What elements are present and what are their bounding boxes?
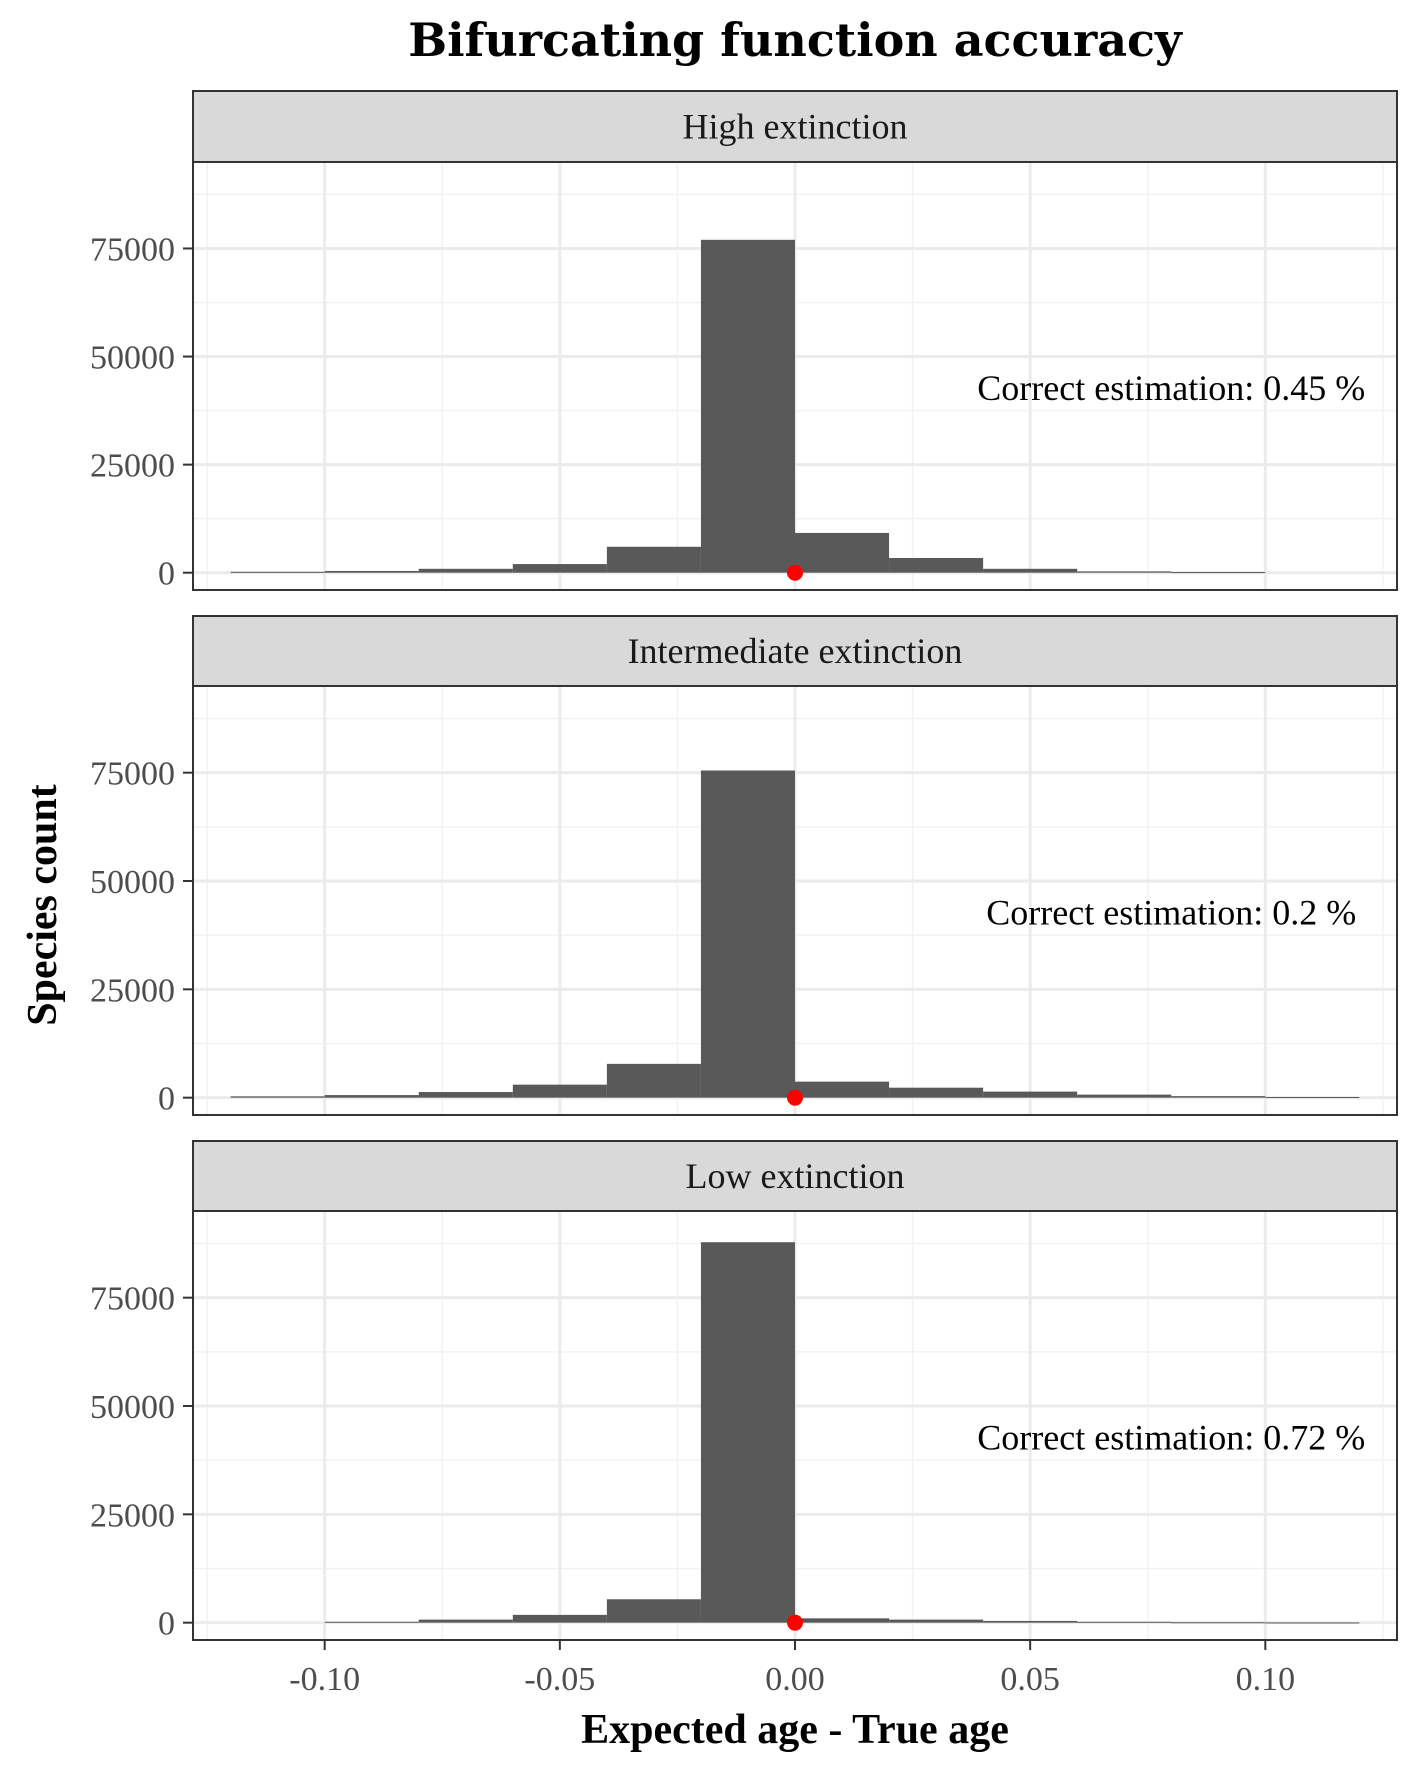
histogram-bar: [889, 1619, 984, 1623]
histogram-bar: [983, 1620, 1078, 1623]
y-tick-label: 25000: [90, 1497, 175, 1534]
histogram-bar: [606, 546, 701, 573]
zero-point-marker: [787, 1089, 803, 1106]
histogram-bar: [1077, 571, 1172, 573]
histogram-bar: [1265, 1097, 1360, 1099]
facet-strip-label: Low extinction: [686, 1156, 905, 1196]
histogram-bar: [324, 570, 419, 573]
facet-panel: Intermediate extinction Correct estimatio…: [90, 615, 1398, 1118]
histogram-bar: [700, 239, 795, 573]
correct-estimation-annotation: Correct estimation: 0.2 %: [986, 892, 1356, 932]
histogram-bar: [1171, 1096, 1266, 1098]
histogram-bar: [889, 558, 984, 573]
histogram-bar: [230, 571, 325, 573]
y-tick-label: 0: [158, 556, 175, 593]
histogram-bar: [512, 1084, 607, 1098]
histogram-bar: [700, 1242, 795, 1623]
histogram-bar: [983, 1091, 1078, 1098]
facet-panel: High extinction Correct estimation: 0.45 …: [90, 90, 1398, 593]
facet-strip: [192, 615, 1398, 687]
histogram-bar: [230, 1096, 325, 1098]
facet-strip: [192, 1140, 1398, 1212]
facet-panel: Low extinction Correct estimation: 0.72 %…: [90, 1140, 1398, 1643]
correct-estimation-annotation: Correct estimation: 0.45 %: [977, 368, 1365, 408]
histogram-bar: [1077, 1094, 1172, 1098]
histogram-bar: [606, 1063, 701, 1098]
facet-strip-label: Intermediate extinction: [628, 631, 963, 671]
histogram-bar: [795, 532, 890, 573]
y-tick-label: 75000: [90, 756, 175, 793]
histogram-bar: [418, 568, 513, 573]
histogram-bar: [1171, 1622, 1266, 1624]
y-axis-title: Species count: [20, 784, 66, 1026]
x-tick-label: 0.10: [1236, 1661, 1296, 1698]
panel-border: [192, 161, 1398, 591]
histogram-bar: [1077, 1621, 1172, 1623]
facet-strip-label: High extinction: [683, 107, 908, 147]
x-tick-label: -0.10: [289, 1661, 360, 1698]
panel-border: [192, 685, 1398, 1116]
histogram-bar: [1265, 1622, 1360, 1624]
chart-title: Bifurcating function accuracy: [408, 13, 1183, 67]
facet-strip: [192, 90, 1398, 163]
histogram-bar: [418, 1619, 513, 1623]
histogram-bar: [795, 1081, 890, 1098]
y-tick-label: 50000: [90, 340, 175, 377]
y-tick-label: 75000: [90, 1281, 175, 1318]
y-tick-label: 50000: [90, 1389, 175, 1426]
x-tick-label: -0.05: [524, 1661, 595, 1698]
x-axis-title: Expected age - True age: [581, 1707, 1009, 1753]
histogram-bar: [512, 1614, 607, 1623]
y-tick-label: 0: [158, 1606, 175, 1643]
x-tick-label: 0.00: [765, 1661, 825, 1698]
histogram-bar: [889, 1087, 984, 1098]
histogram-bar: [512, 564, 607, 573]
x-axis: -0.10 -0.05 0.00 0.05 0.10: [289, 1640, 1295, 1698]
zero-point-marker: [787, 564, 803, 581]
y-tick-label: 75000: [90, 231, 175, 268]
histogram-bar: [324, 1621, 419, 1623]
histogram-bar: [983, 568, 1078, 573]
y-tick-label: 25000: [90, 448, 175, 485]
histogram-bar: [795, 1618, 890, 1623]
zero-point-marker: [787, 1614, 803, 1631]
histogram-bar: [418, 1092, 513, 1098]
y-tick-label: 0: [158, 1081, 175, 1118]
y-tick-label: 25000: [90, 972, 175, 1009]
x-tick-label: 0.05: [1000, 1661, 1060, 1698]
histogram-bar: [606, 1599, 701, 1623]
facet-panels: High extinction Correct estimation: 0.45 …: [90, 90, 1398, 1643]
histogram-bar: [1171, 572, 1266, 574]
histogram-bar: [700, 770, 795, 1098]
histogram-bar: [324, 1095, 419, 1098]
correct-estimation-annotation: Correct estimation: 0.72 %: [977, 1417, 1365, 1457]
y-tick-label: 50000: [90, 864, 175, 901]
